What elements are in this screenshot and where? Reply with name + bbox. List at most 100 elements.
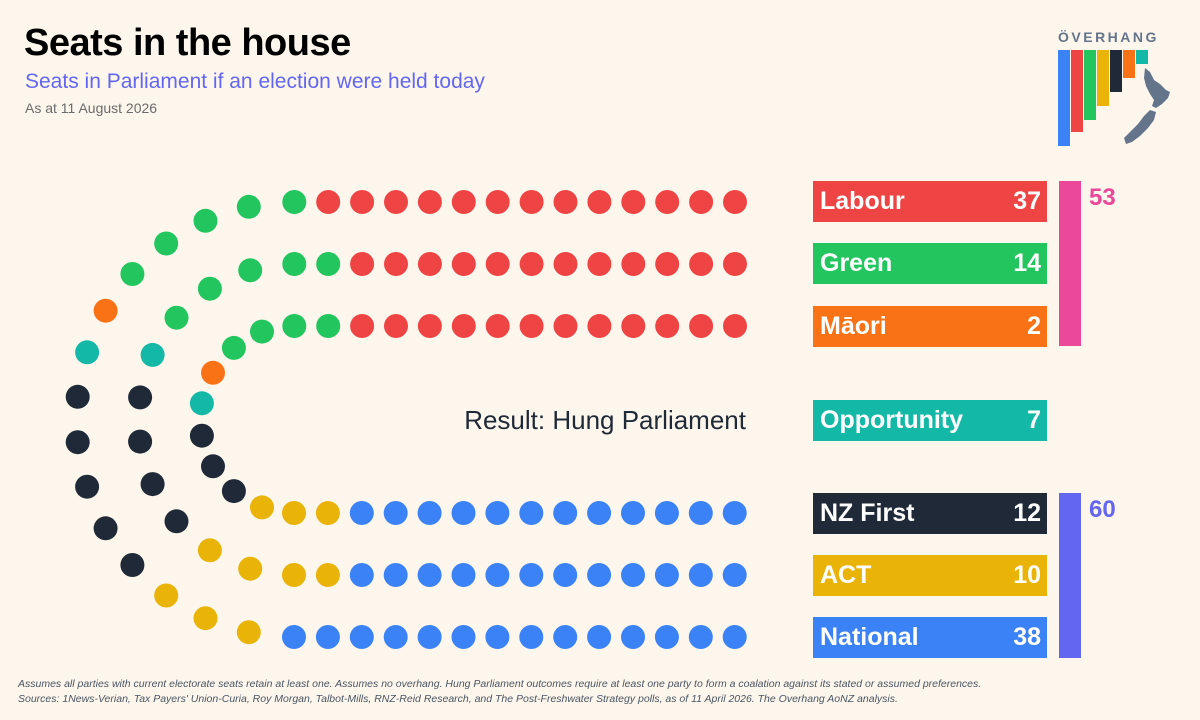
seat-dot bbox=[688, 563, 713, 587]
seat-dot bbox=[93, 516, 118, 541]
footer-sources: Sources: 1News-Verian, Tax Payers' Union… bbox=[18, 693, 898, 705]
seat-dot bbox=[519, 625, 544, 649]
seat-dot bbox=[587, 625, 612, 649]
seat-dot bbox=[519, 252, 544, 276]
seat-dot bbox=[722, 563, 747, 587]
seat-dot bbox=[519, 501, 544, 525]
seat-dot bbox=[316, 252, 341, 276]
party-name: NZ First bbox=[820, 499, 915, 527]
party-bar: Opportunity 7 bbox=[813, 400, 1047, 441]
seat-dot bbox=[553, 314, 578, 338]
party-name: Opportunity bbox=[820, 406, 964, 434]
seat-dot bbox=[723, 314, 747, 338]
nz-map-icon bbox=[1124, 68, 1170, 144]
seat-dot bbox=[417, 190, 442, 214]
seat-dot bbox=[282, 563, 306, 587]
seat-dot bbox=[621, 314, 646, 338]
seat-dot bbox=[621, 501, 645, 525]
seat-dot bbox=[689, 314, 714, 338]
seat-dot bbox=[417, 563, 442, 587]
seat-dot bbox=[722, 501, 747, 525]
seat-dot bbox=[722, 625, 747, 649]
seat-dot bbox=[587, 501, 612, 525]
party-name: ACT bbox=[820, 561, 872, 589]
seat-dot bbox=[621, 252, 646, 276]
seat-dot bbox=[93, 298, 118, 323]
seat-dot bbox=[315, 563, 340, 587]
party-name: Green bbox=[820, 249, 893, 277]
seat-dot bbox=[349, 501, 374, 525]
seat-dot bbox=[587, 314, 612, 338]
seat-dot bbox=[189, 423, 214, 448]
seat-dot bbox=[197, 276, 222, 301]
seat-dot bbox=[189, 391, 214, 416]
seat-dot bbox=[315, 625, 340, 649]
seat-dot bbox=[128, 385, 153, 410]
bloc-total: 53 bbox=[1089, 184, 1116, 211]
seat-dot bbox=[250, 319, 274, 344]
seat-dot bbox=[65, 384, 90, 409]
seat-dot bbox=[120, 553, 145, 577]
seat-dot bbox=[519, 563, 544, 587]
seat-dot bbox=[485, 190, 510, 214]
seat-dot bbox=[485, 501, 510, 525]
footer-assumptions: Assumes all parties with current elector… bbox=[18, 678, 982, 690]
seat-dot bbox=[553, 501, 578, 525]
seat-dot bbox=[282, 314, 307, 338]
seat-dot bbox=[349, 625, 374, 649]
seat-dot bbox=[201, 454, 225, 479]
seat-dot bbox=[384, 252, 408, 276]
party-seats: 14 bbox=[1013, 249, 1041, 277]
bloc-bracket bbox=[1059, 493, 1081, 658]
seat-dot bbox=[201, 360, 225, 385]
seat-dot bbox=[553, 563, 578, 587]
result-label: Result: Hung Parliament bbox=[464, 405, 746, 435]
seat-dot bbox=[519, 190, 544, 214]
logo-text: ÖVERHANG bbox=[1058, 29, 1159, 45]
seat-dot bbox=[65, 430, 90, 455]
seat-dot bbox=[384, 190, 408, 214]
party-seats: 38 bbox=[1013, 623, 1041, 651]
party-bar: NZ First 12 bbox=[813, 493, 1047, 534]
party-bar: Green 14 bbox=[813, 243, 1047, 284]
seat-dot bbox=[316, 190, 341, 214]
seat-dot bbox=[238, 556, 263, 581]
seat-dot bbox=[587, 563, 612, 587]
seat-dot bbox=[587, 252, 612, 276]
seat-dot bbox=[128, 429, 153, 454]
seat-dot bbox=[282, 625, 306, 649]
seat-dot bbox=[193, 208, 218, 233]
seat-dot bbox=[654, 625, 679, 649]
seat-dot bbox=[250, 495, 274, 520]
seat-dot bbox=[519, 314, 544, 338]
party-bar: ACT 10 bbox=[813, 555, 1047, 596]
seat-dot bbox=[485, 625, 510, 649]
seat-dot bbox=[75, 474, 100, 499]
seat-dot bbox=[383, 625, 408, 649]
seat-dot bbox=[451, 252, 476, 276]
seat-dot bbox=[451, 563, 476, 587]
seat-dot bbox=[621, 625, 645, 649]
seat-dot bbox=[689, 190, 714, 214]
seat-dot bbox=[193, 606, 218, 631]
as-at-date: As at 11 August 2026 bbox=[25, 100, 158, 116]
seat-dot bbox=[654, 563, 679, 587]
seat-dot bbox=[383, 563, 408, 587]
seat-dot bbox=[451, 314, 476, 338]
seat-dot bbox=[164, 305, 189, 330]
seat-dot bbox=[140, 342, 165, 367]
seat-dot bbox=[350, 252, 375, 276]
seat-dot bbox=[451, 625, 476, 649]
seat-dot bbox=[75, 340, 100, 365]
seat-dot bbox=[451, 501, 476, 525]
seat-dot bbox=[723, 252, 747, 276]
seat-dot bbox=[316, 314, 341, 338]
party-name: Māori bbox=[820, 312, 887, 340]
party-seats: 37 bbox=[1013, 187, 1041, 215]
seat-dot bbox=[417, 314, 442, 338]
seat-dot bbox=[655, 252, 680, 276]
seat-dot bbox=[417, 501, 442, 525]
seat-dot bbox=[654, 501, 679, 525]
seat-dot bbox=[349, 563, 374, 587]
